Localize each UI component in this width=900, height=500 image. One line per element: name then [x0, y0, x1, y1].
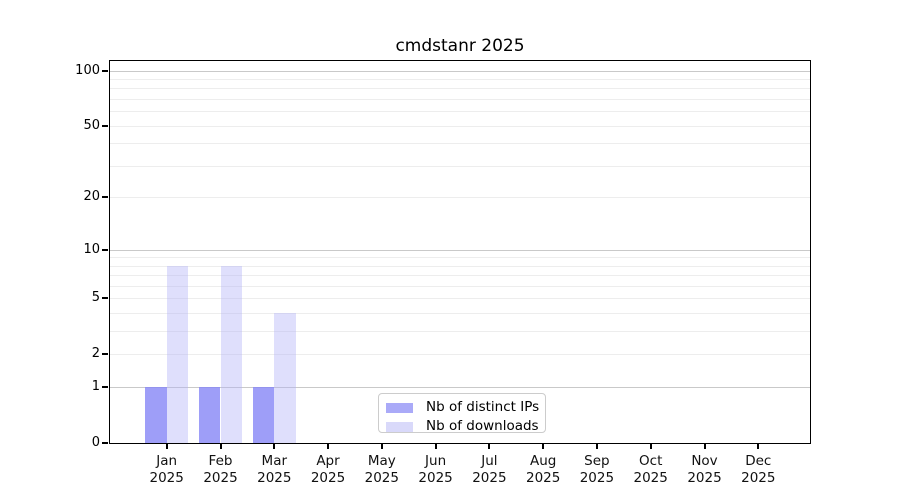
gridline-minor-4	[110, 313, 810, 315]
gridline-minor-6	[110, 285, 810, 287]
y-tick-0	[102, 442, 108, 444]
x-tick-label-sep: Sep 2025	[567, 453, 627, 487]
gridline-minor-8	[110, 265, 810, 267]
gridline-minor-40	[110, 143, 810, 145]
bar-distinct-ips-jan	[145, 387, 167, 443]
year-label: 2025	[579, 470, 615, 486]
legend-swatch-downloads	[386, 421, 413, 432]
y-tick-label-2: 2	[91, 346, 100, 362]
gridline-minor-90	[110, 78, 810, 80]
x-tick-oct	[649, 443, 652, 449]
x-tick-label-jul: Jul 2025	[459, 453, 519, 487]
gridline-major-10	[110, 249, 810, 251]
y-tick-100	[102, 69, 108, 72]
year-label: 2025	[687, 470, 722, 486]
x-tick-label-aug: Aug 2025	[513, 453, 573, 487]
year-label: 2025	[418, 470, 453, 486]
legend-entry-distinct-ips: Nb of distinct IPs	[386, 400, 545, 415]
gridline-minor-30	[110, 165, 810, 167]
x-tick-label-feb: Feb 2025	[191, 453, 251, 487]
bar-downloads-feb	[220, 265, 243, 443]
y-tick-1	[102, 386, 108, 389]
x-tick-label-dec: Dec 2025	[728, 453, 788, 487]
x-tick-dec	[757, 443, 760, 449]
x-tick-label-oct: Oct 2025	[621, 453, 681, 487]
x-tick-label-may: May 2025	[352, 453, 412, 487]
bar-distinct-ips-mar	[252, 387, 275, 443]
gridline-major-100	[110, 70, 810, 72]
month-label: Jan	[156, 453, 178, 469]
y-tick-label-0: 0	[91, 435, 100, 450]
legend-label-downloads: Nb of downloads	[426, 418, 539, 434]
gridline-minor-9	[110, 257, 810, 259]
month-label: Dec	[745, 453, 772, 469]
year-label: 2025	[364, 470, 399, 486]
month-label: Nov	[691, 453, 718, 469]
x-tick-label-mar: Mar 2025	[244, 453, 304, 487]
gridline-major-1	[110, 387, 810, 389]
y-tick-5	[102, 297, 108, 300]
month-label: Oct	[639, 453, 663, 469]
x-tick-apr	[327, 443, 329, 449]
month-label: Jul	[481, 453, 498, 469]
y-tick-50	[102, 124, 108, 127]
y-tick-20	[102, 196, 108, 199]
month-label: Sep	[584, 453, 610, 469]
x-tick-nov	[703, 443, 706, 449]
x-tick-feb	[219, 443, 222, 449]
plot-area: Nb of distinct IPs Nb of downloads 0 1 2 5 1…	[75, 60, 811, 486]
gridline-minor-7	[110, 275, 810, 277]
y-tick-label-1: 1	[91, 379, 100, 395]
month-label: Apr	[316, 453, 340, 469]
year-label: 2025	[203, 470, 238, 486]
year-label: 2025	[741, 470, 776, 486]
y-tick-label-50: 50	[83, 117, 100, 133]
bar-downloads-jan	[166, 265, 189, 443]
gridline-minor-5	[110, 298, 810, 300]
x-tick-label-jun: Jun 2025	[406, 453, 466, 487]
year-label: 2025	[310, 470, 346, 486]
gridline-minor-60	[110, 111, 810, 113]
gridline-minor-80	[110, 88, 810, 90]
x-tick-label-nov: Nov 2025	[675, 453, 735, 487]
bar-downloads-mar	[274, 313, 296, 443]
y-tick-label-100: 100	[75, 62, 100, 78]
x-tick-aug	[542, 443, 545, 449]
x-tick-jul	[488, 443, 491, 449]
gridline-minor-3	[110, 331, 810, 333]
y-tick-label-5: 5	[91, 290, 100, 306]
year-label: 2025	[257, 470, 292, 486]
x-tick-label-jan: Jan 2025	[137, 453, 197, 487]
year-label: 2025	[633, 470, 668, 486]
y-tick-label-10: 10	[83, 241, 100, 257]
year-label: 2025	[149, 470, 184, 486]
x-tick-sep	[595, 443, 598, 449]
month-label: May	[367, 453, 396, 469]
y-tick-10	[102, 248, 108, 251]
bar-distinct-ips-feb	[198, 387, 221, 443]
x-tick-label-apr: Apr 2025	[298, 453, 358, 487]
legend-label-distinct-ips: Nb of distinct IPs	[426, 399, 540, 415]
year-label: 2025	[472, 470, 507, 486]
month-label: Mar	[261, 453, 288, 469]
x-tick-jan	[165, 443, 168, 449]
legend: Nb of distinct IPs Nb of downloads	[378, 393, 546, 434]
gridline-minor-50	[110, 125, 810, 127]
month-label: Feb	[208, 453, 233, 469]
x-tick-jun	[434, 443, 437, 449]
month-label: Jun	[425, 453, 447, 469]
year-label: 2025	[526, 470, 561, 486]
chart-title: cmdstanr 2025	[395, 36, 525, 56]
gridline-minor-20	[110, 197, 810, 199]
y-tick-2	[102, 353, 108, 356]
x-tick-may	[380, 443, 383, 449]
legend-entry-downloads: Nb of downloads	[386, 419, 545, 434]
y-tick-label-20: 20	[83, 189, 100, 205]
month-label: Aug	[530, 453, 557, 469]
gridline-minor-2	[110, 354, 810, 356]
x-tick-mar	[273, 443, 276, 449]
legend-swatch-distinct-ips	[386, 402, 413, 413]
gridline-minor-70	[110, 98, 810, 100]
